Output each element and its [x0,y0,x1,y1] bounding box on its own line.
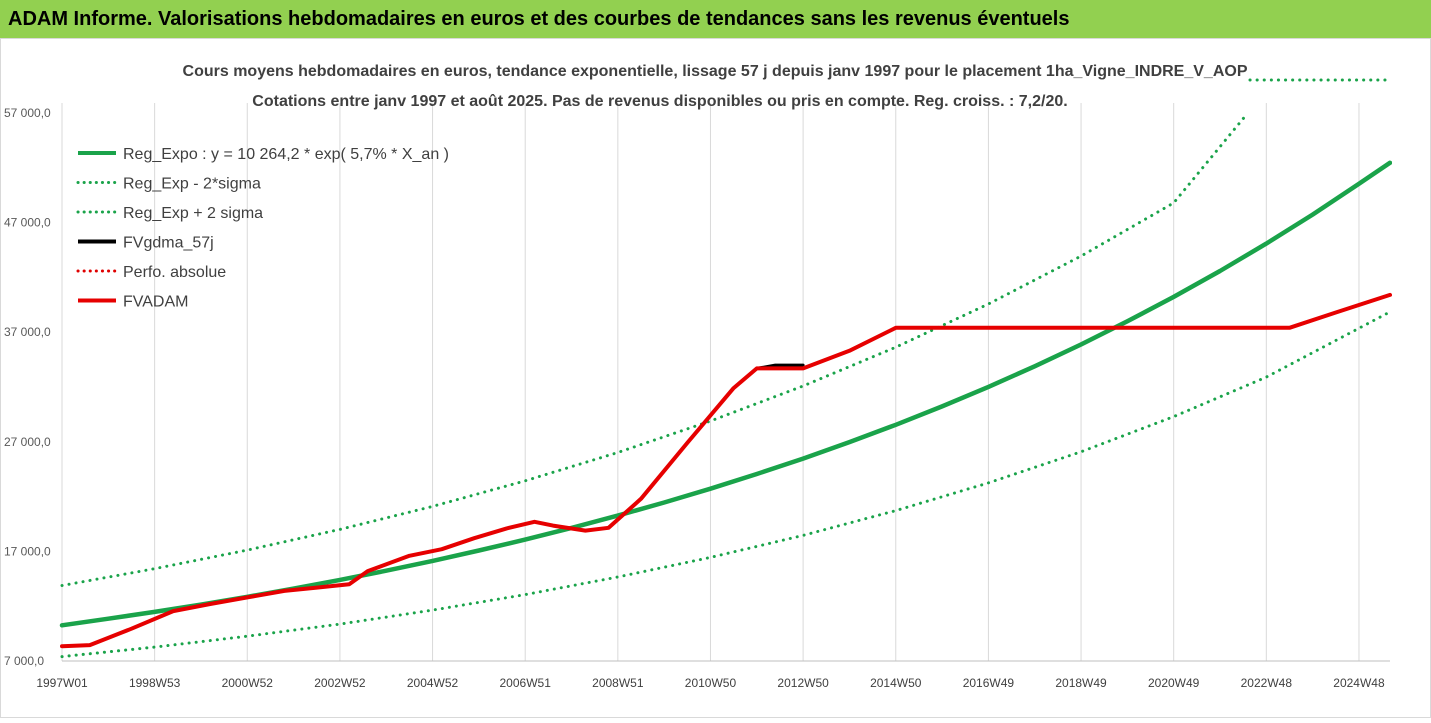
y-tick-label: 57 000,0 [4,106,51,120]
legend-label-0: Reg_Expo : y = 10 264,2 * exp( 5,7% * X_… [123,146,449,163]
x-tick-label: 1997W01 [36,676,88,690]
legend-label-1: Reg_Exp - 2*sigma [123,176,261,193]
legend-label-4: Perfo. absolue [123,264,226,281]
x-tick-label: 1998W53 [129,676,181,690]
x-tick-label: 2004W52 [407,676,459,690]
legend-label-5: FVADAM [123,294,188,311]
series-line-1 [60,310,1392,659]
chart-border [0,38,1431,718]
x-axis-ticks: 1997W01 1998W53 2000W52 2002W52 2004W52 2006W… [36,676,1385,690]
legend-label-2: Reg_Exp + 2 sigma [123,205,263,222]
x-tick-label: 2002W52 [314,676,366,690]
y-tick-label: 37 000,0 [4,325,51,339]
x-tick-label: 2012W50 [777,676,829,690]
x-tick-label: 2018W49 [1055,676,1107,690]
x-tick-label: 2022W48 [1241,676,1293,690]
x-tick-label: 2008W51 [592,676,644,690]
vertical-grid [61,103,1360,661]
legend-label-3: FVgdma_57j [123,235,214,252]
y-tick-label: 47 000,0 [4,216,51,230]
x-tick-label: 2000W52 [222,676,274,690]
series-line-2 [60,111,1250,587]
series-layer [59,78,1392,659]
series-line-5 [60,292,1392,649]
x-tick-label: 2006W51 [500,676,552,690]
x-tick-label: 2024W48 [1333,676,1385,690]
chart-subtitle: Cotations entre janv 1997 et août 2025. … [252,93,1067,110]
report-banner: ADAM Informe. Valorisations hebdomadaire… [0,0,1431,38]
x-tick-label: 2010W50 [685,676,737,690]
x-tick-label: 2016W49 [963,676,1015,690]
y-tick-label: 17 000,0 [4,544,51,558]
x-tick-label: 2014W50 [870,676,922,690]
y-tick-label: 7 000,0 [4,654,44,668]
x-tick-label: 2020W49 [1148,676,1200,690]
report-title: ADAM Informe. Valorisations hebdomadaire… [8,8,1070,30]
y-tick-label: 27 000,0 [4,435,51,449]
chart-area: Cours moyens hebdomadaires en euros, ten… [0,38,1431,718]
y-axis-ticks: 57 000,0 47 000,0 37 000,0 27 000,0 17 000,0… [4,106,51,668]
legend: Reg_Expo : y = 10 264,2 * exp( 5,7% * X_… [76,146,449,311]
chart-title: Cours moyens hebdomadaires en euros, ten… [183,63,1248,80]
trend-chart: Cours moyens hebdomadaires en euros, ten… [0,38,1431,718]
